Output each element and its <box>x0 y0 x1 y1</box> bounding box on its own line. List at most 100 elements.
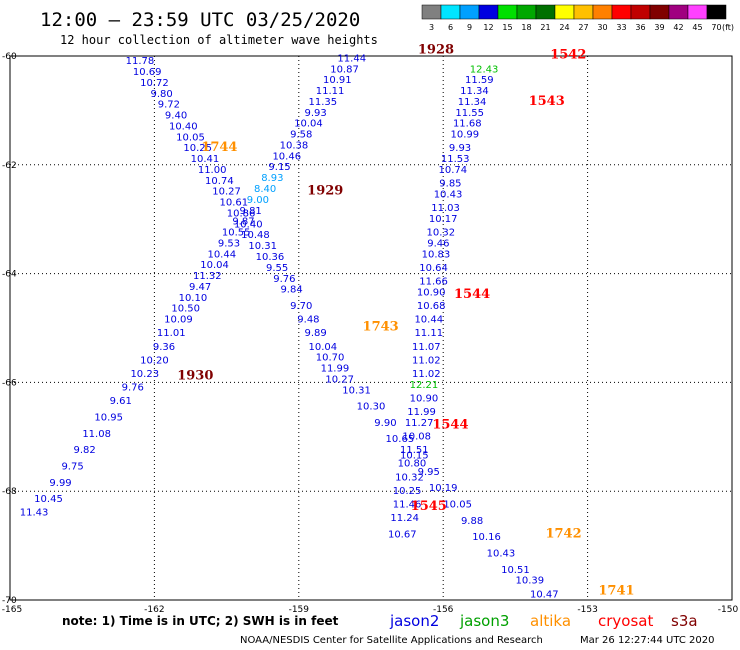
swh-value-label: 9.76 <box>273 274 295 285</box>
swh-value-label: 9.80 <box>150 89 172 100</box>
color-legend: 3 6 9 12 15 18 21 24 27 30 33 36 39 42 45 70 (ft) <box>421 4 734 32</box>
x-tick-label: -159 <box>289 605 310 615</box>
swh-value-label: 10.47 <box>530 589 559 600</box>
swh-value-label: 10.08 <box>402 432 431 443</box>
swh-value-label: 11.46 <box>393 500 422 511</box>
swh-value-label: 10.20 <box>140 355 169 366</box>
swh-value-label: 10.25 <box>393 486 422 497</box>
swh-value-label: 10.46 <box>272 151 301 162</box>
swh-value-label: 9.95 <box>418 467 440 478</box>
legend-value: 24 <box>559 23 569 32</box>
chart-title: 12:00 – 23:59 UTC 03/25/2020 <box>40 9 360 31</box>
swh-value-label: 9.15 <box>268 162 290 173</box>
swh-value-label: 11.44 <box>337 53 366 64</box>
legend-swatch <box>630 4 651 20</box>
swh-value-label: 11.03 <box>431 203 460 214</box>
legend-value: 21 <box>540 23 550 32</box>
time-label: 1543 <box>529 94 565 109</box>
x-tick-label: -150 <box>718 605 739 615</box>
swh-value-label: 9.76 <box>122 383 144 394</box>
swh-value-label: 10.91 <box>323 75 352 86</box>
swh-value-label: 10.99 <box>451 130 480 141</box>
swh-value-label: 10.69 <box>133 67 162 78</box>
swh-value-label: 9.46 <box>427 238 449 249</box>
swh-value-label: 10.86 <box>227 208 256 219</box>
swh-value-label: 9.61 <box>110 396 132 407</box>
legend-value: 6 <box>448 23 453 32</box>
swh-value-label: 10.65 <box>386 434 415 445</box>
legend-value: 39 <box>654 23 664 32</box>
x-tick-label: -156 <box>433 605 454 615</box>
swh-value-label: 12.21 <box>410 380 439 391</box>
legend-value: 33 <box>616 23 626 32</box>
swh-value-label: 10.48 <box>241 230 270 241</box>
swh-value-label: 11.35 <box>309 97 338 108</box>
swh-value-label: 10.27 <box>325 374 354 385</box>
swh-value-label: 10.25 <box>183 143 212 154</box>
swh-value-label: 9.93 <box>305 108 327 119</box>
y-tick-label: -60 <box>2 52 17 62</box>
legend-swatch <box>478 4 499 20</box>
swh-value-label: 11.24 <box>390 513 419 524</box>
time-label: 1930 <box>177 369 213 384</box>
swh-value-label: 9.75 <box>61 461 83 472</box>
swh-value-label: 11.59 <box>465 75 494 86</box>
swh-value-label: 10.44 <box>207 249 236 260</box>
swh-value-label: 9.55 <box>266 263 288 274</box>
timestamp-text: Mar 26 12:27:44 UTC 2020 <box>580 635 715 646</box>
swh-value-label: 9.58 <box>290 130 312 141</box>
swh-value-label: 10.05 <box>176 132 205 143</box>
legend-swatch <box>459 4 480 20</box>
swh-value-label: 9.89 <box>305 328 327 339</box>
swh-value-label: 11.55 <box>455 108 484 119</box>
legend-swatch <box>516 4 537 20</box>
swh-value-label: 9.47 <box>189 282 211 293</box>
legend-value: 3 <box>429 23 434 32</box>
swh-value-label: 11.27 <box>405 418 434 429</box>
swh-value-label: 10.74 <box>205 176 234 187</box>
legend-value: 12 <box>483 23 493 32</box>
swh-value-label: 9.81 <box>240 206 262 217</box>
swh-value-label: 9.99 <box>49 478 71 489</box>
swh-value-label: 11.02 <box>412 355 441 366</box>
time-label: 1744 <box>201 140 237 155</box>
time-label: 1542 <box>550 48 586 63</box>
x-tick-label: -162 <box>144 605 164 615</box>
legend-value: 15 <box>502 23 512 32</box>
legend-swatch <box>649 4 670 20</box>
swh-value-label: 9.90 <box>374 418 396 429</box>
swh-value-label: 9.87 <box>232 217 254 228</box>
swh-value-label: 10.38 <box>280 140 309 151</box>
swh-value-label: 10.80 <box>398 459 427 470</box>
swh-value-label: 9.84 <box>280 285 302 296</box>
swh-value-label: 11.51 <box>400 445 429 456</box>
legend-swatch <box>497 4 518 20</box>
swh-value-label: 10.90 <box>410 393 439 404</box>
swh-value-label: 10.04 <box>294 119 323 130</box>
swh-value-label: 9.53 <box>218 238 240 249</box>
swh-value-label: 9.88 <box>461 516 483 527</box>
time-label: 1743 <box>363 320 399 335</box>
swh-value-label: 10.10 <box>179 293 208 304</box>
swh-value-label: 10.61 <box>219 198 248 209</box>
legend-value: 70 <box>711 23 721 32</box>
swh-value-label: 10.41 <box>191 154 220 165</box>
swh-value-label: 9.36 <box>153 342 175 353</box>
satellite-name: jason3 <box>459 612 509 630</box>
legend-unit: (ft) <box>722 23 734 32</box>
swh-value-label: 10.70 <box>316 353 345 364</box>
data-points: 11.7810.6910.729.809.729.4010.4010.0510.… <box>20 53 559 600</box>
swh-value-label: 10.40 <box>234 219 263 230</box>
swh-value-label: 9.82 <box>73 445 95 456</box>
swh-value-label: 10.30 <box>357 402 386 413</box>
swh-value-label: 10.55 <box>222 228 251 239</box>
swh-value-label: 9.48 <box>297 315 319 326</box>
swh-value-label: 9.72 <box>158 100 180 111</box>
swh-value-label: 10.50 <box>171 304 200 315</box>
swh-value-label: 10.51 <box>501 565 530 576</box>
footnote: note: 1) Time is in UTC; 2) SWH is in fe… <box>62 614 339 628</box>
chart-subtitle: 12 hour collection of altimeter wave hei… <box>60 33 378 47</box>
swh-value-label: 11.08 <box>82 429 111 440</box>
y-tick-label: -66 <box>2 378 17 388</box>
